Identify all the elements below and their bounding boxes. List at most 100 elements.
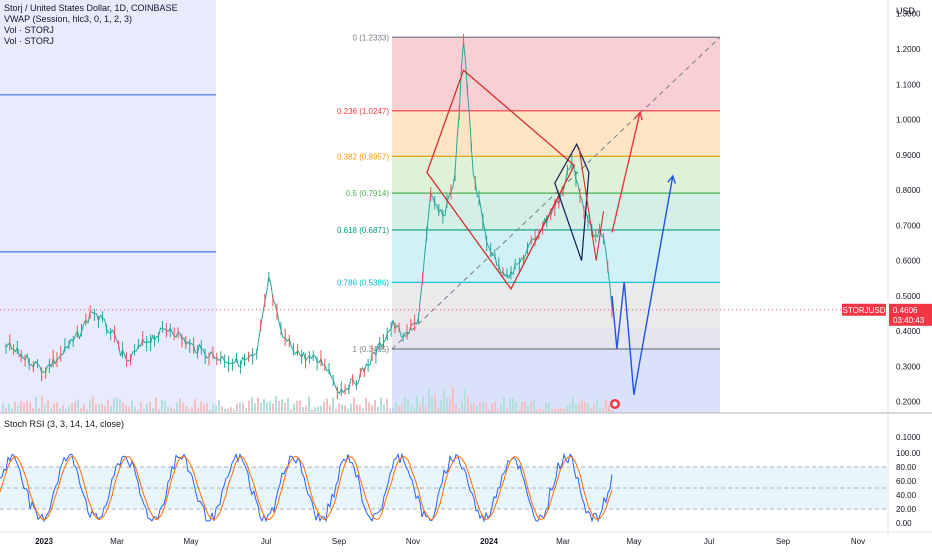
volume-bar <box>47 400 49 412</box>
volume-bar <box>23 403 25 412</box>
volume-bar <box>56 402 58 412</box>
price-tick-label: 0.7000 <box>896 221 921 230</box>
volume-bar <box>206 403 208 412</box>
volume-bar <box>353 397 355 412</box>
price-tick-label: 0.2000 <box>896 398 921 407</box>
volume-bar <box>272 403 274 412</box>
volume-bar <box>317 406 319 412</box>
price-tag[interactable] <box>889 303 932 326</box>
vwap-legend[interactable]: VWAP (Session, hlc3, 0, 1, 2, 3) <box>4 14 133 24</box>
stoch-rsi-legend[interactable]: Stoch RSI (3, 3, 14, 14, close) <box>4 419 125 429</box>
volume-bar <box>149 401 151 412</box>
volume-bar <box>560 408 562 412</box>
volume-bar <box>473 403 475 412</box>
volume-bar <box>536 409 538 412</box>
volume-legend[interactable]: Vol · STORJ <box>4 25 54 35</box>
fib-trend-line[interactable] <box>391 36 721 350</box>
volume-bar <box>296 400 298 412</box>
volume-bar <box>98 403 100 412</box>
volume-bar <box>401 405 403 412</box>
volume-bar <box>143 408 145 412</box>
volume-bar <box>140 401 142 412</box>
volume-bar <box>122 402 124 412</box>
time-tick-label: May <box>183 537 198 546</box>
volume-bar <box>461 400 463 412</box>
volume-bar <box>320 405 322 412</box>
volume-bar <box>587 403 589 412</box>
volume-bar <box>497 408 499 412</box>
rhombus-pattern[interactable] <box>426 69 576 291</box>
fib-zone <box>392 37 720 111</box>
volume-bar <box>152 408 154 412</box>
volume-bar <box>287 397 289 412</box>
volume-bar <box>344 405 346 412</box>
volume-bar <box>374 399 376 412</box>
volume-bar <box>119 399 121 412</box>
stoch-rsi-d-line[interactable] <box>0 455 613 521</box>
volume-bar <box>602 408 604 412</box>
volume-bar <box>407 398 409 412</box>
arrow-head-icon <box>634 111 643 121</box>
projection-red-path[interactable] <box>611 112 641 233</box>
volume-bar <box>341 404 343 412</box>
volume-bar <box>599 407 601 412</box>
volume-bar <box>68 406 70 412</box>
volume-bar <box>233 409 235 412</box>
volume-bar <box>335 408 337 412</box>
price-tick-label: 0.6000 <box>896 257 921 266</box>
volume-bar <box>74 401 76 412</box>
volume-bar <box>362 408 364 412</box>
arrow-head-icon <box>667 174 677 184</box>
fib-level-label: 0.236 (1.0247) <box>337 107 389 116</box>
volume-bar <box>5 408 7 412</box>
volume-bar <box>293 403 295 412</box>
volume-bar <box>365 398 367 412</box>
currency-label: USD <box>896 6 916 16</box>
volume-bar <box>101 403 103 412</box>
symbol-tag[interactable] <box>842 303 886 316</box>
rsi-tick-label: 20.00 <box>896 505 917 514</box>
price-tick-label: 0.3000 <box>896 362 921 371</box>
volume-bar <box>425 406 427 412</box>
volume-bar <box>65 408 67 412</box>
volume-bar <box>146 403 148 412</box>
price-tick-label: 0.4000 <box>896 327 921 336</box>
price-tick-label: 0.8000 <box>896 186 921 195</box>
volume-bar <box>212 403 214 412</box>
pattern-red-small[interactable] <box>578 147 605 261</box>
volume-bar <box>383 404 385 412</box>
volume-bar <box>380 397 382 412</box>
pattern-navy[interactable] <box>554 142 590 261</box>
volume-bar <box>128 406 130 412</box>
volume-bar <box>347 409 349 412</box>
volume-bar <box>503 396 505 412</box>
volume-bar <box>299 400 301 412</box>
symbol-title: Storj / United States Dollar, 1D, COINBA… <box>4 3 178 13</box>
volume-bar <box>476 406 478 412</box>
price-tick-label: 0.1000 <box>896 433 921 442</box>
volume-legend-2[interactable]: Vol · STORJ <box>4 36 54 46</box>
volume-bar <box>446 398 448 412</box>
projection-blue-path[interactable] <box>611 175 674 395</box>
volume-bar <box>176 402 178 412</box>
volume-bar <box>569 403 571 412</box>
volume-bar <box>50 407 52 412</box>
volume-bar <box>194 398 196 412</box>
volume-bar <box>596 399 598 412</box>
volume-bar <box>284 402 286 412</box>
volume-bar <box>329 405 331 412</box>
volume-bar <box>263 398 265 412</box>
volume-bar <box>62 405 64 412</box>
volume-bar <box>452 386 454 412</box>
volume-bar <box>464 388 466 412</box>
volume-bar <box>218 399 220 412</box>
volume-bar <box>545 403 547 412</box>
volume-bar <box>38 408 40 412</box>
volume-bar <box>302 407 304 412</box>
volume-bar <box>314 407 316 412</box>
volume-bar <box>107 399 109 412</box>
volume-bar <box>11 408 13 412</box>
time-tick-label: May <box>626 537 641 546</box>
volume-bar <box>371 405 373 412</box>
